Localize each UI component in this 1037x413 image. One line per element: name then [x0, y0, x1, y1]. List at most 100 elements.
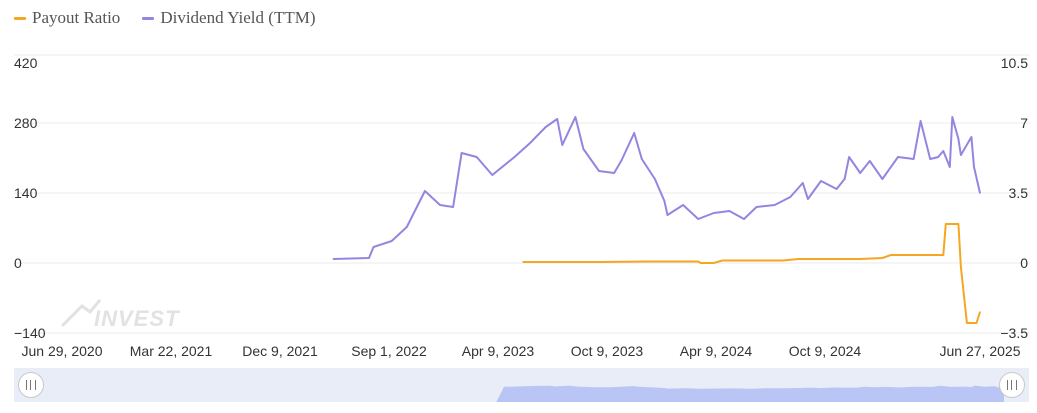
y-left-tick-label: 140	[14, 185, 38, 201]
navigator-preview	[496, 385, 1004, 402]
navigator-area	[496, 385, 1004, 402]
x-tick-label: Oct 9, 2024	[789, 343, 862, 359]
data-point	[973, 166, 975, 168]
y-right-tick-label: 7	[1020, 115, 1028, 131]
data-point	[957, 138, 960, 140]
data-point	[820, 180, 822, 182]
data-point	[663, 200, 666, 202]
data-point	[372, 246, 375, 248]
data-point	[721, 259, 724, 262]
legend-swatch-payout-ratio	[14, 16, 26, 20]
data-point	[912, 158, 915, 160]
data-point	[613, 172, 615, 174]
series-line-payout-ratio	[523, 223, 981, 324]
legend-item-dividend-yield[interactable]: Dividend Yield (TTM)	[142, 8, 316, 28]
data-point	[942, 254, 945, 256]
data-point	[439, 204, 441, 206]
data-point	[728, 210, 731, 212]
data-point	[782, 259, 784, 262]
data-point	[633, 132, 635, 134]
legend-swatch-dividend-yield	[142, 16, 155, 20]
x-tick-label: Dec 9, 2021	[242, 343, 318, 359]
data-point	[598, 261, 600, 263]
data-point	[957, 223, 960, 225]
data-point	[713, 212, 715, 214]
data-point	[929, 158, 931, 160]
grip-icon	[26, 380, 36, 390]
y-left-tick-label: 0	[14, 255, 22, 271]
data-point	[835, 188, 838, 190]
data-point	[682, 204, 684, 206]
data-point	[869, 160, 871, 162]
data-point	[368, 257, 370, 259]
data-point	[390, 240, 393, 242]
y-left-tick-label: 280	[14, 115, 38, 131]
data-point	[937, 156, 939, 158]
data-point	[743, 218, 745, 220]
navigator-right-handle[interactable]	[999, 372, 1025, 398]
data-point	[979, 311, 981, 313]
data-point	[666, 214, 669, 216]
x-tick-label: Apr 9, 2024	[680, 343, 753, 359]
data-point	[890, 254, 892, 256]
data-point	[332, 258, 335, 260]
y-right-tick-label: 3.5	[1009, 185, 1029, 201]
data-point	[960, 266, 962, 268]
y-right-tick-label: 10.5	[1001, 55, 1028, 71]
data-point	[859, 172, 861, 174]
y-left-tick-label: −140	[14, 325, 46, 341]
data-point	[424, 190, 426, 192]
legend-label-dividend-yield: Dividend Yield (TTM)	[160, 8, 316, 27]
data-point	[644, 260, 647, 263]
data-point	[460, 152, 463, 154]
data-point	[556, 118, 558, 120]
series-line-dividend-yield	[333, 116, 981, 260]
x-tick-label: Jun 27, 2025	[940, 343, 1021, 359]
data-point	[975, 322, 978, 324]
data-point	[491, 174, 494, 176]
data-point	[807, 198, 809, 200]
data-point	[475, 156, 478, 158]
x-tick-label: Jun 29, 2020	[22, 343, 103, 359]
range-navigator[interactable]	[14, 368, 1029, 402]
grip-icon	[1007, 380, 1017, 390]
x-tick-label: Sep 1, 2022	[351, 343, 427, 359]
data-point	[881, 257, 884, 259]
data-point	[641, 158, 643, 160]
data-point	[513, 156, 516, 158]
data-point	[582, 148, 585, 150]
data-point	[697, 218, 699, 220]
data-point	[561, 144, 564, 146]
data-point	[843, 178, 846, 180]
x-tick-label: Mar 22, 2021	[130, 343, 213, 359]
data-point	[773, 204, 776, 206]
watermark-arrow	[60, 299, 102, 328]
data-point	[897, 156, 899, 158]
x-tick-label: Oct 9, 2023	[571, 343, 644, 359]
legend-item-payout-ratio[interactable]: Payout Ratio	[14, 8, 120, 28]
data-point	[949, 166, 951, 168]
chart-legend: Payout Ratio Dividend Yield (TTM)	[14, 8, 316, 28]
data-point	[942, 150, 945, 152]
legend-label-payout-ratio: Payout Ratio	[32, 8, 121, 27]
data-point	[979, 192, 981, 194]
data-point	[574, 116, 577, 118]
data-point	[598, 170, 600, 172]
data-point	[797, 258, 800, 260]
data-point	[755, 206, 758, 208]
data-point	[699, 262, 702, 264]
data-point	[859, 258, 861, 260]
navigator-left-handle[interactable]	[18, 372, 44, 398]
x-tick-label: Apr 9, 2023	[462, 343, 535, 359]
y-right-tick-label: 0	[1020, 255, 1028, 271]
data-point	[848, 156, 850, 158]
data-point	[522, 261, 524, 263]
watermark-text: INVEST	[94, 306, 180, 331]
data-point	[697, 260, 699, 263]
data-point	[926, 254, 929, 256]
data-point	[789, 196, 792, 198]
data-point	[529, 142, 531, 144]
data-point	[544, 126, 547, 128]
data-point	[970, 136, 973, 138]
